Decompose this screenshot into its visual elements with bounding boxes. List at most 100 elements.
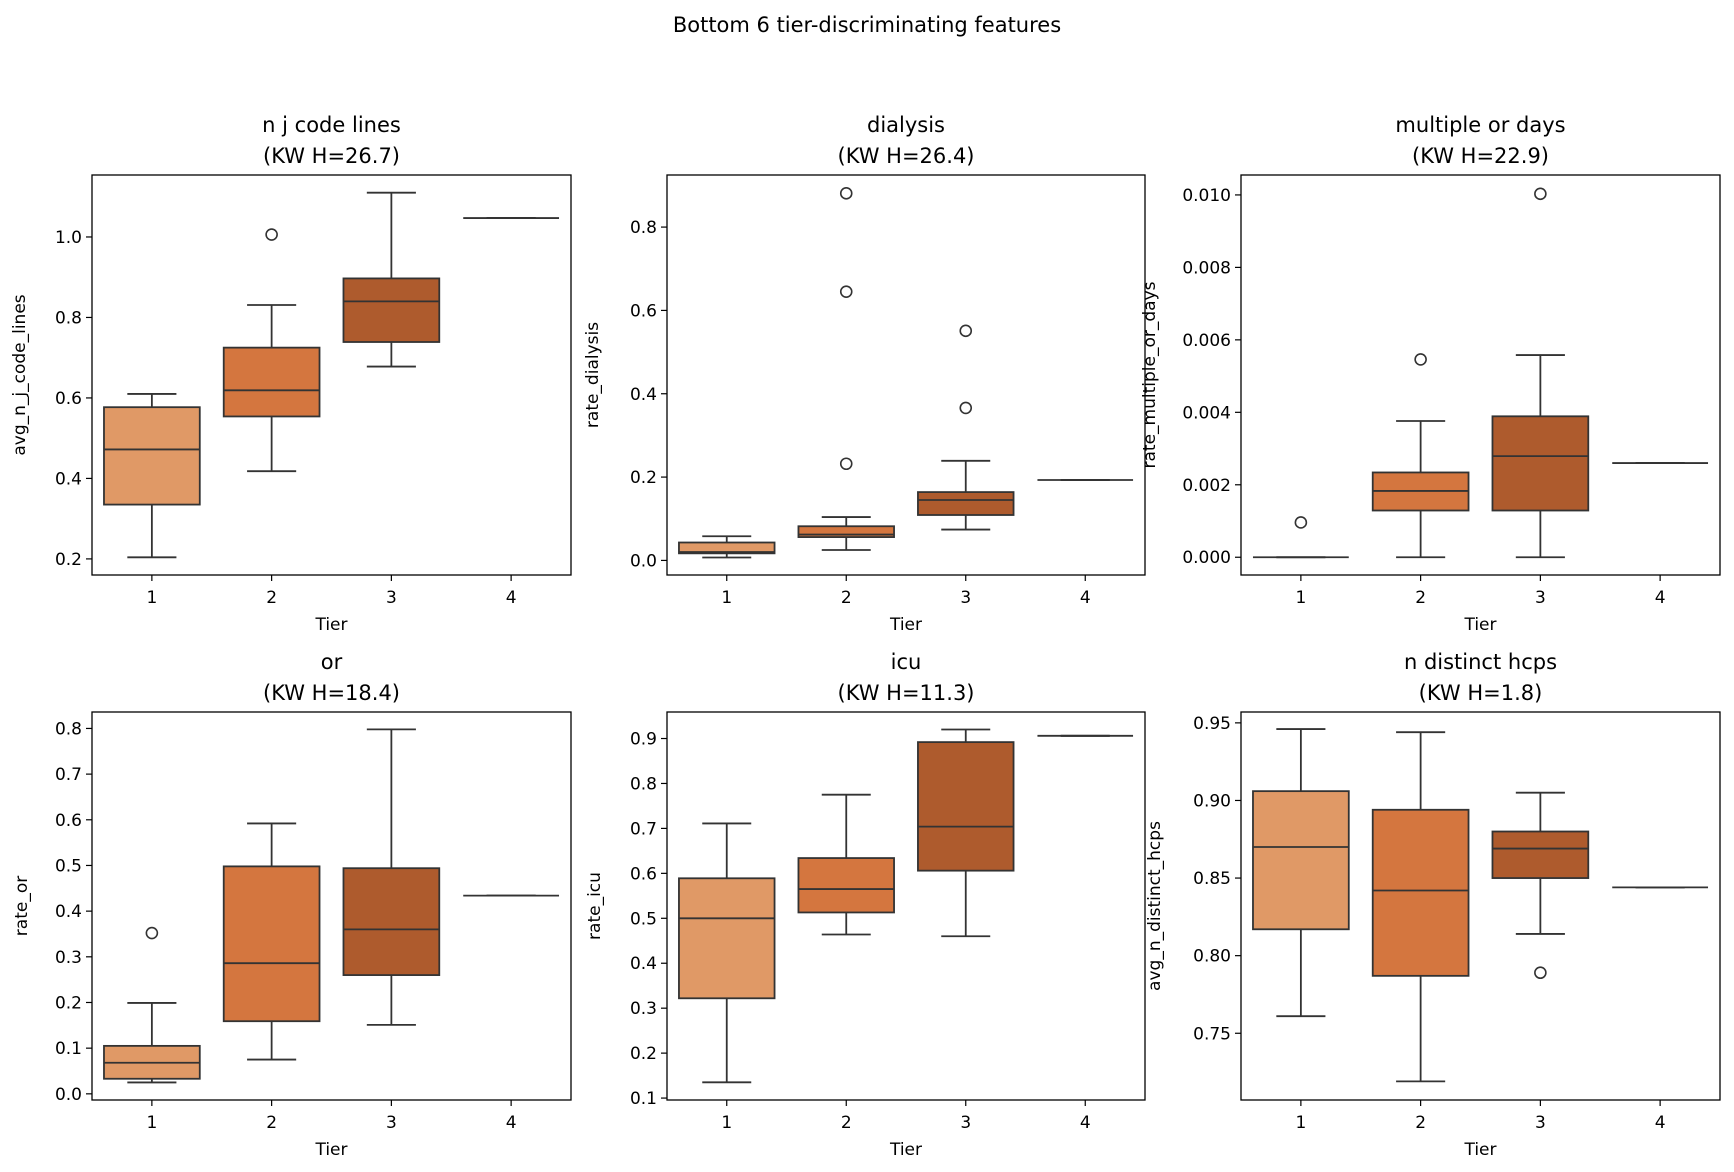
outlier-point [839, 187, 853, 200]
y-axis-label: rate_multiple_or_days [1140, 281, 1160, 468]
y-tick-label: 0.80 [1193, 947, 1231, 967]
y-axis-label: rate_dialysis [583, 322, 603, 428]
y-tick-label: 0.90 [1193, 791, 1231, 811]
box-tier-1 [678, 822, 776, 1084]
y-tick-label: 0.0 [55, 1085, 82, 1105]
iqr-box [797, 525, 895, 538]
subplot-2: dialysis (KW H=26.4) 0.0 0.2 0.4 0.6 0.8 1 2 3 4 Ti… [583, 113, 1146, 635]
subplot-subtitle: (KW H=26.7) [263, 144, 400, 168]
y-tick-label: 0.1 [630, 1089, 657, 1109]
y-tick-label: 1.0 [55, 228, 82, 248]
y-tick-label: 0.8 [630, 218, 657, 238]
subplot-3: multiple or days (KW H=22.9) 0.000 0.002 0.0… [1140, 113, 1721, 635]
axes-frame [666, 174, 1146, 576]
box-tier-2 [1371, 353, 1470, 559]
y-tick-label: 0.8 [55, 308, 82, 328]
iqr-box [342, 277, 441, 343]
y-tick-label: 0.1 [55, 1039, 82, 1059]
y-tick-label: 0.6 [55, 389, 82, 409]
iqr-box [1252, 790, 1350, 931]
subplot-title: n distinct hcps [1404, 650, 1557, 674]
y-tick-label: 0.8 [55, 719, 82, 739]
y-tick-label: 0.010 [1182, 186, 1231, 206]
x-tick-label: 2 [841, 588, 852, 608]
y-tick-label: 0.2 [630, 1044, 657, 1064]
subplot-subtitle: (KW H=22.9) [1412, 144, 1549, 168]
y-axis-label: rate_icu [585, 872, 605, 940]
axes-frame [91, 174, 572, 576]
y-tick-label: 0.008 [1182, 258, 1231, 278]
subplot-title: icu [891, 650, 922, 674]
axes-frame [1240, 174, 1721, 576]
box-tier-2 [797, 187, 895, 551]
y-tick-label: 0.8 [630, 774, 657, 794]
outlier-point [839, 457, 853, 471]
y-tick-label: 0.95 [1193, 714, 1231, 734]
subplot-title: or [321, 650, 343, 674]
x-tick-label: 4 [1655, 588, 1666, 608]
y-tick-label: 0.2 [55, 993, 82, 1013]
box-tier-1 [1252, 728, 1350, 1018]
outlier-point [145, 926, 159, 940]
y-tick-label: 0.7 [630, 819, 657, 839]
iqr-box [222, 346, 321, 418]
subplot-4: or (KW H=18.4) 0.0 0.1 0.2 0.3 0.4 0.5 0.6 0.7 0.8… [12, 650, 572, 1160]
x-axis-label: Tier [889, 1140, 922, 1160]
y-tick-label: 0.6 [630, 864, 657, 884]
box-tier-2 [222, 228, 321, 473]
y-tick-label: 0.002 [1182, 476, 1231, 496]
iqr-box [222, 865, 321, 1023]
x-tick-label: 4 [1655, 1113, 1666, 1133]
iqr-box [797, 857, 895, 914]
iqr-box [1371, 808, 1470, 977]
box-tier-3 [917, 728, 1015, 938]
outlier-point [959, 324, 973, 338]
iqr-box [1491, 830, 1590, 879]
box-tier-2 [222, 822, 321, 1061]
y-tick-label: 0.75 [1193, 1024, 1231, 1044]
subplot-1: n j code lines (KW H=26.7) 0.2 0.4 0.6 0.8 1.0… [10, 113, 572, 635]
subplot-title: n j code lines [262, 113, 401, 137]
box-tier-1 [103, 393, 201, 559]
x-axis-label: Tier [889, 615, 922, 635]
box-tier-3 [1491, 791, 1590, 980]
outlier-point [1534, 966, 1547, 980]
y-tick-label: 0.3 [630, 999, 657, 1019]
y-tick-label: 0.000 [1182, 548, 1231, 568]
x-tick-label: 2 [1415, 588, 1426, 608]
y-tick-label: 0.004 [1182, 403, 1231, 423]
y-tick-label: 0.6 [55, 811, 82, 831]
y-tick-label: 0.9 [630, 730, 657, 750]
y-tick-label: 0.4 [630, 954, 657, 974]
subplot-title: dialysis [867, 113, 945, 137]
outlier-point [1534, 187, 1547, 201]
iqr-box [917, 741, 1015, 872]
box-tier-1 [103, 926, 201, 1084]
x-tick-label: 4 [506, 588, 517, 608]
subplot-6: n distinct hcps (KW H=1.8) 0.75 0.80 0.85 0.9… [1145, 650, 1721, 1160]
x-tick-label: 1 [721, 1113, 732, 1133]
x-tick-label: 3 [386, 1113, 397, 1133]
x-tick-label: 4 [506, 1113, 517, 1133]
y-axis-label: rate_or [12, 876, 32, 936]
y-tick-label: 0.6 [630, 301, 657, 321]
y-axis-label: avg_n_distinct_hcps [1145, 821, 1165, 991]
axes-frame [91, 711, 572, 1101]
box-tier-1 [678, 535, 776, 559]
subplot-subtitle: (KW H=26.4) [838, 144, 975, 168]
subplot-title: multiple or days [1395, 113, 1565, 137]
x-tick-label: 1 [146, 588, 157, 608]
y-tick-label: 0.85 [1193, 869, 1231, 889]
x-tick-label: 4 [1080, 1113, 1091, 1133]
iqr-box [1491, 415, 1590, 512]
y-tick-label: 0.4 [55, 469, 82, 489]
axes-frame [1240, 711, 1721, 1101]
y-tick-label: 0.2 [55, 550, 82, 570]
x-tick-label: 1 [721, 588, 732, 608]
x-tick-label: 3 [1535, 1113, 1546, 1133]
x-tick-label: 2 [266, 588, 277, 608]
x-axis-label: Tier [314, 615, 347, 635]
x-tick-label: 3 [386, 588, 397, 608]
x-tick-label: 3 [1535, 588, 1546, 608]
box-tier-3 [342, 728, 441, 1026]
